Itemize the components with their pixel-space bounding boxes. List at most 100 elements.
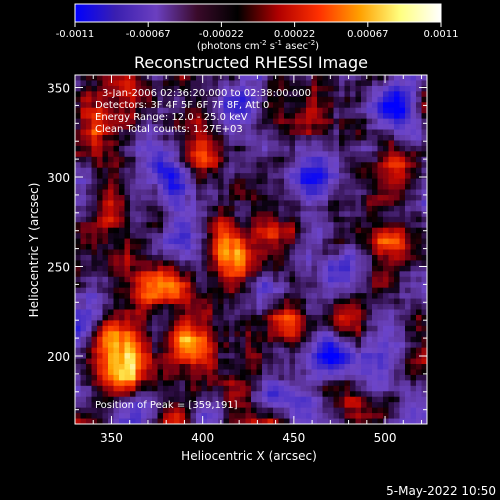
heatmap-cell [130, 85, 136, 92]
heatmap-cell [377, 309, 384, 316]
heatmap-cell [124, 162, 131, 169]
heatmap-cell [388, 336, 395, 343]
heatmap-cell [262, 391, 268, 398]
heatmap-cell [75, 134, 81, 141]
heatmap-cell [179, 374, 186, 381]
heatmap-cell [124, 309, 131, 316]
heatmap-cell [240, 156, 246, 163]
heatmap-cell [141, 293, 147, 299]
heatmap-cell [141, 145, 147, 152]
heatmap-cell [130, 249, 136, 256]
heatmap-cell [229, 140, 235, 147]
heatmap-cell [416, 249, 422, 256]
heatmap-cell [267, 413, 274, 419]
heatmap-cell [311, 156, 318, 163]
heatmap-cell [295, 211, 301, 218]
heatmap-cell [388, 173, 395, 180]
heatmap-cell [196, 189, 202, 196]
heatmap-cell [278, 113, 285, 120]
heatmap-cell [102, 304, 109, 310]
heatmap-cell [212, 140, 219, 147]
heatmap-cell [212, 244, 219, 250]
heatmap-cell [229, 413, 235, 419]
heatmap-cell [322, 369, 329, 376]
heatmap-cell [273, 276, 279, 283]
heatmap-cell [75, 151, 81, 158]
heatmap-cell [141, 342, 147, 349]
heatmap-cell [124, 156, 131, 163]
heatmap-cell [377, 194, 384, 201]
heatmap-cell [108, 347, 114, 354]
heatmap-cell [267, 282, 274, 289]
heatmap-cell [179, 287, 186, 294]
heatmap-cell [97, 140, 103, 147]
heatmap-cell [75, 369, 81, 376]
heatmap-cell [108, 222, 114, 229]
heatmap-cell [262, 227, 268, 234]
heatmap-cell [399, 342, 406, 349]
heatmap-cell [157, 162, 164, 169]
heatmap-cell [339, 396, 345, 403]
heatmap-cell [168, 325, 175, 332]
heatmap-cell [256, 304, 263, 310]
heatmap-cell [372, 216, 378, 223]
heatmap-cell [223, 107, 230, 114]
heatmap-cell [306, 331, 312, 338]
heatmap-cell [361, 374, 367, 381]
heatmap-cell [113, 314, 120, 321]
heatmap-cell [141, 173, 147, 180]
heatmap-cell [223, 156, 230, 163]
heatmap-cell [174, 233, 180, 239]
heatmap-cell [383, 129, 389, 136]
heatmap-cell [75, 314, 81, 321]
heatmap-cell [350, 402, 356, 409]
heatmap-cell [300, 287, 307, 294]
heatmap-cell [91, 124, 98, 130]
heatmap-cell [97, 216, 103, 223]
heatmap-cell [383, 140, 389, 147]
heatmap-cell [361, 216, 367, 223]
heatmap-cell [355, 293, 362, 299]
heatmap-cell [146, 244, 153, 250]
heatmap-cell [240, 276, 246, 283]
heatmap-cell [102, 162, 109, 169]
heatmap-cell [295, 162, 301, 169]
heatmap-cell [311, 140, 318, 147]
heatmap-cell [207, 145, 213, 152]
heatmap-cell [146, 184, 153, 190]
heatmap-cell [119, 205, 125, 212]
heatmap-cell [410, 222, 417, 229]
heatmap-cell [234, 189, 241, 196]
heatmap-cell [196, 118, 202, 125]
heatmap-cell [113, 205, 120, 212]
heatmap-cell [141, 364, 147, 370]
heatmap-cell [212, 402, 219, 409]
heatmap-cell [251, 249, 257, 256]
heatmap-cell [141, 271, 147, 278]
heatmap-cell [267, 96, 274, 103]
heatmap-cell [196, 140, 202, 147]
heatmap-cell [251, 145, 257, 152]
heatmap-cell [410, 325, 417, 332]
heatmap-cell [218, 107, 224, 114]
heatmap-cell [179, 216, 186, 223]
heatmap-cell [234, 102, 241, 109]
heatmap-cell [207, 118, 213, 125]
heatmap-cell [306, 184, 312, 190]
heatmap-cell [256, 369, 263, 376]
heatmap-cell [267, 162, 274, 169]
heatmap-cell [306, 402, 312, 409]
heatmap-cell [328, 298, 334, 305]
heatmap-cell [174, 364, 180, 370]
heatmap-cell [234, 162, 241, 169]
heatmap-cell [284, 287, 290, 294]
heatmap-cell [152, 145, 158, 152]
heatmap-cell [333, 287, 340, 294]
heatmap-cell [212, 184, 219, 190]
heatmap-cell [234, 91, 241, 98]
heatmap-cell [317, 102, 323, 109]
heatmap-cell [185, 413, 191, 419]
heatmap-cell [113, 134, 120, 141]
heatmap-cell [80, 385, 87, 392]
heatmap-cell [278, 396, 285, 403]
